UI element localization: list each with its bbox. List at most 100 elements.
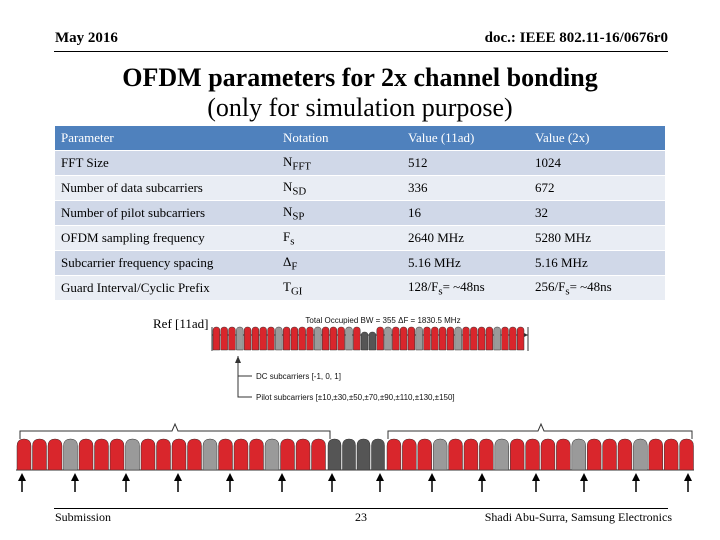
- data-subcarrier: [329, 326, 338, 351]
- gi-value-prefix: 128/F: [408, 278, 439, 294]
- reference-label: Ref [11ad]: [153, 316, 209, 331]
- dc-subcarrier: [360, 331, 369, 351]
- notation-subscript: F: [291, 260, 298, 273]
- pilot-arrow-head: [122, 473, 130, 481]
- data-subcarrier: [376, 326, 384, 351]
- data-subcarrier: [516, 326, 525, 351]
- data-subcarrier: [353, 326, 361, 351]
- left-brace: [19, 422, 331, 439]
- data-subcarrier: [446, 326, 455, 351]
- cell-value-2x: 1024: [529, 150, 665, 176]
- pilot-arrow-head: [532, 473, 540, 481]
- cell-parameter: Guard Interval/Cyclic Prefix: [55, 275, 277, 301]
- table-row: Number of data subcarriers NSD 336 672: [55, 175, 665, 201]
- data-subcarrier: [218, 438, 233, 471]
- data-subcarrier: [392, 326, 400, 351]
- notation-subscript: GI: [290, 285, 303, 298]
- data-subcarrier: [679, 438, 694, 471]
- cell-notation: ΔF: [277, 250, 402, 276]
- cell-value-11ad: 5.16 MHz: [402, 250, 529, 276]
- data-subcarrier: [16, 438, 32, 471]
- pilot-subcarrier: [264, 438, 280, 471]
- data-subcarrier: [663, 438, 679, 471]
- data-subcarrier: [509, 438, 525, 471]
- pilot-arrow-head: [226, 473, 234, 481]
- data-subcarrier: [249, 438, 264, 471]
- data-subcarrier: [259, 326, 267, 351]
- ofdm-parameters-table: Parameter Notation Value (11ad) Value (2…: [55, 126, 665, 301]
- data-subcarrier: [648, 438, 663, 471]
- cell-notation: NSD: [277, 175, 402, 201]
- cell-notation: TGI: [277, 275, 402, 301]
- dc-label: DC subcarriers [-1, 0, 1]: [256, 372, 341, 381]
- cell-parameter: FFT Size: [55, 150, 277, 176]
- notation-symbol: F: [283, 228, 291, 244]
- data-subcarrier: [32, 438, 47, 471]
- pilot-subcarrier: [432, 438, 448, 471]
- pilot-arrow-head: [632, 473, 640, 481]
- data-subcarrier: [212, 326, 221, 351]
- col-header-value-2x: Value (2x): [529, 126, 665, 151]
- dc-subcarrier: [368, 331, 377, 351]
- pilot-subcarrier: [202, 438, 218, 471]
- notation-subscript: s: [290, 235, 295, 248]
- cell-parameter: OFDM sampling frequency: [55, 225, 277, 251]
- data-subcarrier: [386, 438, 402, 471]
- pilot-subcarrier: [125, 438, 140, 471]
- gi-value-suffix: = ~48ns: [569, 278, 612, 294]
- cell-value-11ad: 336: [402, 175, 529, 201]
- header-divider: [54, 51, 668, 52]
- pilot-subcarrier: [494, 438, 509, 471]
- data-subcarrier: [470, 326, 478, 351]
- data-subcarrier: [140, 438, 156, 471]
- cell-notation: Fs: [277, 225, 402, 251]
- notation-symbol: N: [283, 153, 293, 169]
- data-subcarrier: [423, 326, 431, 351]
- data-subcarrier: [233, 438, 249, 471]
- notation-subscript: SP: [292, 210, 305, 223]
- gi-value-subscript: s: [438, 285, 443, 298]
- data-subcarrier: [477, 326, 486, 351]
- notation-subscript: FFT: [292, 160, 312, 173]
- gi-value-subscript: s: [565, 285, 570, 298]
- gi-value-suffix: = ~48ns: [442, 278, 485, 294]
- footer-divider: [54, 508, 668, 509]
- pilot-arrow-head: [478, 473, 486, 481]
- cell-value-11ad: 2640 MHz: [402, 225, 529, 251]
- pilot-arrow-head: [580, 473, 588, 481]
- header-doc-id: doc.: IEEE 802.11-16/0676r0: [484, 30, 668, 46]
- data-subcarrier: [448, 438, 463, 471]
- table-row: Guard Interval/Cyclic Prefix TGI 128/Fs=…: [55, 275, 665, 301]
- cell-parameter: Number of pilot subcarriers: [55, 200, 277, 226]
- dc-subcarrier: [327, 438, 342, 471]
- cell-value-2x: 32: [529, 200, 665, 226]
- data-subcarrier: [462, 326, 470, 351]
- data-subcarrier: [171, 438, 187, 471]
- cell-parameter: Number of data subcarriers: [55, 175, 277, 201]
- data-subcarrier: [267, 326, 275, 351]
- data-subcarrier: [280, 438, 295, 471]
- pilot-subcarrier: [63, 438, 78, 471]
- data-subcarrier: [417, 438, 432, 471]
- data-subcarrier: [431, 326, 439, 351]
- bw-label-bg: [278, 314, 488, 326]
- pilot-arrow-head: [18, 473, 26, 481]
- cell-value-2x: 5.16 MHz: [529, 250, 665, 276]
- data-subcarrier: [295, 438, 311, 471]
- pilot-arrow-head: [328, 473, 336, 481]
- data-subcarrier: [306, 326, 314, 351]
- data-subcarrier: [402, 438, 417, 471]
- data-subcarrier: [220, 326, 228, 351]
- dc-subcarrier: [371, 438, 385, 471]
- notation-symbol: Δ: [283, 253, 292, 269]
- data-subcarrier: [187, 438, 202, 471]
- header-date: May 2016: [55, 30, 118, 46]
- subcarrier-bars-2x: [16, 438, 694, 471]
- cell-parameter: Subcarrier frequency spacing: [55, 250, 277, 276]
- data-subcarrier: [602, 438, 617, 471]
- pilot-subcarrier: [415, 326, 423, 351]
- right-brace: [387, 422, 693, 439]
- cell-value-11ad: 16: [402, 200, 529, 226]
- data-subcarrier: [94, 438, 109, 471]
- table-row: OFDM sampling frequency Fs 2640 MHz 5280…: [55, 225, 665, 251]
